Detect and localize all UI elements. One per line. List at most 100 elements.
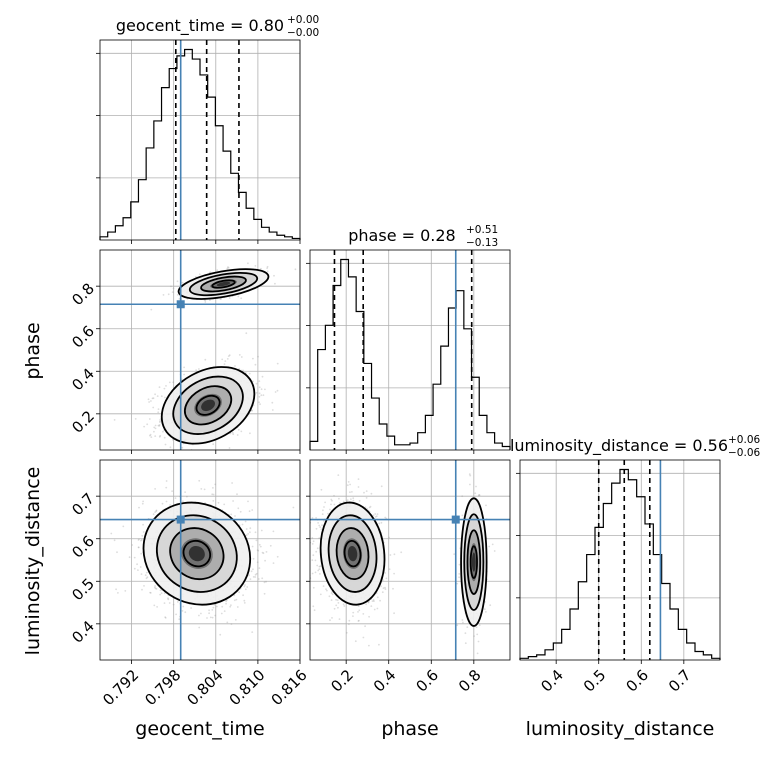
sample-point bbox=[337, 602, 340, 604]
sample-point bbox=[314, 571, 317, 574]
sample-point bbox=[324, 501, 326, 504]
sample-point bbox=[315, 527, 318, 530]
sample-point bbox=[157, 408, 160, 411]
sample-point bbox=[156, 606, 159, 608]
sample-point bbox=[198, 626, 201, 629]
sample-point bbox=[248, 510, 251, 513]
sample-point bbox=[198, 614, 200, 617]
sample-point bbox=[264, 559, 266, 562]
contour-0-0 bbox=[182, 539, 212, 568]
sample-point bbox=[261, 577, 264, 580]
sample-point bbox=[388, 536, 390, 539]
sample-point bbox=[160, 592, 163, 594]
sample-point bbox=[163, 387, 166, 390]
sample-point bbox=[254, 576, 257, 578]
sample-point bbox=[141, 534, 144, 537]
pair-phase-luminosity_distance-content bbox=[310, 473, 496, 655]
sample-point bbox=[478, 494, 481, 497]
title-phase-plus: +0.51 bbox=[466, 224, 498, 236]
sample-point bbox=[261, 375, 264, 378]
xtick-label-geocent_time-1: 0.798 bbox=[141, 666, 184, 709]
title-luminosity-distance-plus: +0.06 bbox=[728, 434, 760, 446]
hist-phase-frame bbox=[309, 249, 511, 451]
sample-point bbox=[186, 495, 188, 498]
sample-point bbox=[138, 506, 140, 509]
sample-point bbox=[252, 557, 255, 560]
ytick-label-luminosity_distance-3: 0.7 bbox=[68, 489, 98, 519]
sample-point bbox=[244, 520, 247, 523]
sample-point bbox=[164, 616, 167, 618]
sample-point bbox=[252, 568, 254, 571]
density-level-0-4 bbox=[347, 545, 358, 562]
sample-point bbox=[464, 632, 467, 635]
sample-point bbox=[258, 392, 261, 395]
sample-point bbox=[491, 543, 494, 546]
sample-point bbox=[311, 517, 314, 519]
pair-phase-luminosity_distance-frame bbox=[309, 459, 511, 661]
sample-point bbox=[328, 595, 331, 598]
sample-point bbox=[249, 578, 252, 581]
sample-point bbox=[214, 483, 217, 486]
sample-point bbox=[183, 373, 186, 376]
sample-point bbox=[477, 640, 480, 643]
sample-point bbox=[115, 588, 117, 591]
sample-point bbox=[133, 556, 136, 559]
sample-point bbox=[259, 545, 262, 548]
sample-point bbox=[313, 609, 316, 612]
sample-point bbox=[318, 524, 321, 527]
sample-point bbox=[330, 503, 332, 506]
sample-point bbox=[246, 586, 249, 588]
sample-point bbox=[381, 591, 384, 594]
sample-point bbox=[225, 602, 228, 605]
sample-point bbox=[178, 298, 181, 300]
sample-point bbox=[124, 590, 127, 592]
sample-point bbox=[137, 546, 140, 549]
contour-0-3 bbox=[142, 501, 252, 606]
sample-point bbox=[274, 282, 276, 285]
xtick-label-luminosity_distance-1: 0.5 bbox=[580, 666, 610, 696]
sample-point bbox=[272, 530, 275, 533]
sample-point bbox=[155, 588, 158, 590]
sample-point bbox=[345, 631, 348, 634]
sample-point bbox=[292, 506, 295, 509]
sample-point bbox=[259, 403, 261, 406]
sample-point bbox=[335, 604, 338, 607]
sample-point bbox=[370, 492, 373, 495]
sample-point bbox=[348, 619, 351, 622]
sample-point bbox=[458, 563, 461, 566]
sample-point bbox=[208, 609, 211, 612]
sample-point bbox=[242, 369, 244, 372]
density-level-0-4 bbox=[188, 545, 205, 562]
sample-point bbox=[211, 616, 214, 619]
sample-point bbox=[384, 586, 386, 589]
xtick-label-luminosity_distance-2: 0.6 bbox=[622, 666, 652, 696]
sample-point bbox=[255, 391, 258, 394]
sample-point bbox=[373, 608, 376, 611]
sample-point bbox=[137, 569, 139, 571]
sample-point bbox=[211, 493, 214, 496]
sample-point bbox=[136, 563, 139, 566]
sample-point bbox=[371, 600, 374, 602]
sample-point bbox=[168, 381, 171, 384]
sample-point bbox=[335, 598, 337, 601]
sample-point bbox=[350, 498, 352, 500]
contour-1-3 bbox=[460, 497, 488, 627]
sample-point bbox=[171, 454, 173, 456]
sample-point bbox=[256, 561, 259, 564]
sample-point bbox=[113, 419, 116, 421]
sample-point bbox=[154, 488, 157, 490]
sample-point bbox=[167, 598, 170, 601]
contour-0-0 bbox=[343, 539, 362, 568]
sample-point bbox=[234, 515, 236, 517]
sample-point bbox=[140, 552, 143, 555]
sample-point bbox=[240, 356, 243, 358]
sample-point bbox=[212, 493, 215, 496]
sample-point bbox=[231, 482, 234, 484]
sample-point bbox=[315, 517, 317, 519]
pair-geocent_time-luminosity_distance-content bbox=[110, 479, 295, 636]
sample-point bbox=[312, 540, 315, 543]
sample-point bbox=[164, 443, 167, 446]
sample-point bbox=[228, 447, 231, 449]
contour-1-0 bbox=[469, 545, 478, 579]
sample-point bbox=[116, 551, 118, 554]
